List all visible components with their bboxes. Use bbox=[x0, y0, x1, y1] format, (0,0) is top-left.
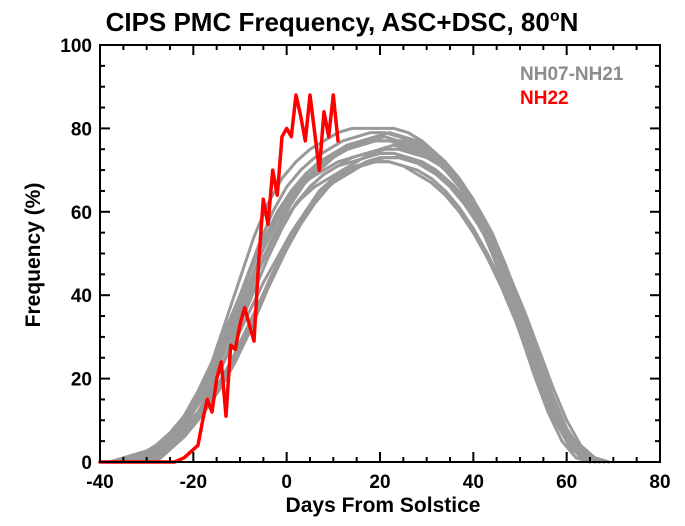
x-tick-label: 0 bbox=[281, 472, 292, 493]
chart-title-sup: o bbox=[550, 8, 560, 25]
y-tick-label: 40 bbox=[71, 286, 92, 307]
chart-title: CIPS PMC Frequency, ASC+DSC, 80oN bbox=[106, 7, 579, 37]
series-line-nh07-nh21-8 bbox=[154, 126, 592, 464]
axes: -40 -20 0 20 40 60 80 0 20 40 60 80 100 bbox=[60, 36, 670, 493]
series-line-nh07-nh21-9 bbox=[140, 156, 606, 464]
plot-lines bbox=[98, 93, 611, 464]
chart-title-tail: N bbox=[560, 7, 579, 37]
plot-frame bbox=[99, 44, 661, 463]
legend-entry-nh22: NH22 bbox=[520, 88, 569, 109]
y-tick-label: 80 bbox=[71, 119, 92, 140]
x-tick-label: 40 bbox=[463, 472, 484, 493]
legend: NH07-NH21 NH22 bbox=[520, 64, 624, 109]
series-line-nh07-nh21-5 bbox=[145, 131, 597, 464]
series-line-nh07-nh21-3 bbox=[135, 131, 601, 464]
x-tick-label: 20 bbox=[369, 472, 390, 493]
x-axis-label: Days From Solstice bbox=[286, 494, 481, 517]
x-tick-label: 60 bbox=[556, 472, 577, 493]
series-line-nh07-nh21-15 bbox=[145, 135, 597, 464]
y-tick-label: 100 bbox=[60, 36, 92, 57]
series-line-nh07-nh21-11 bbox=[149, 139, 601, 464]
series-line-nh07-nh21-13 bbox=[135, 139, 601, 464]
x-tick-label: -20 bbox=[180, 472, 207, 493]
legend-entry-nh07-nh21: NH07-NH21 bbox=[520, 64, 624, 85]
x-tick-label: -40 bbox=[86, 472, 113, 493]
y-tick-label: 0 bbox=[81, 453, 92, 474]
y-axis-label: Frequency (%) bbox=[22, 183, 45, 328]
y-tick-label: 20 bbox=[71, 370, 92, 391]
y-tick-label: 60 bbox=[71, 203, 92, 224]
x-tick-label: 80 bbox=[649, 472, 670, 493]
series-line-nh07-nh21-10 bbox=[112, 151, 606, 464]
chart-title-main: CIPS PMC Frequency, ASC+DSC, 80 bbox=[106, 7, 550, 37]
series-line-nh07-nh21-14 bbox=[117, 156, 611, 464]
series-line-nh22 bbox=[98, 93, 340, 464]
